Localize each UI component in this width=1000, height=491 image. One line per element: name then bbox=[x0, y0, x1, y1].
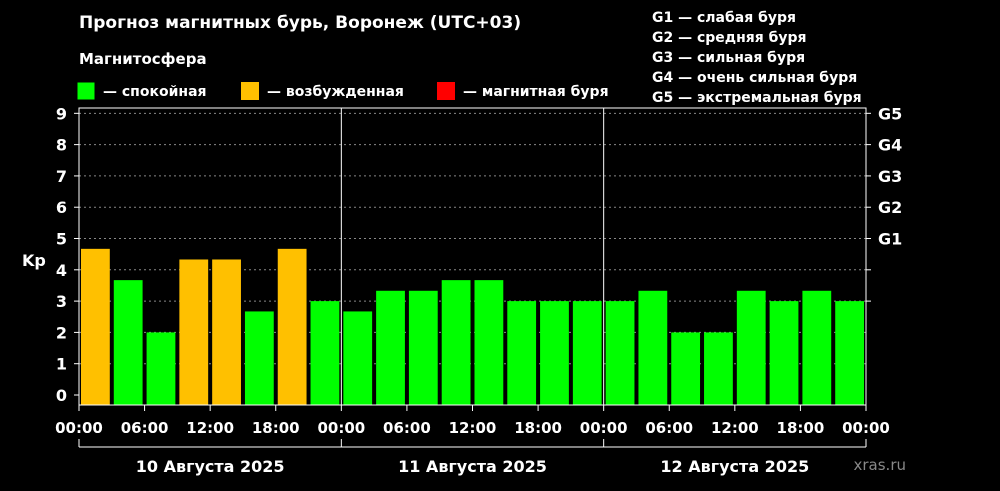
legend-storm-swatch bbox=[437, 82, 455, 100]
legend-excited-swatch bbox=[241, 82, 259, 100]
right-tick-label: G5 bbox=[878, 104, 902, 123]
x-tick-label: 06:00 bbox=[645, 419, 693, 437]
legend-storm-label: — магнитная буря bbox=[463, 84, 609, 100]
kp-bar bbox=[605, 301, 635, 405]
day-dividers bbox=[340, 108, 605, 405]
bars bbox=[81, 248, 864, 405]
day-label: 12 Августа 2025 bbox=[660, 457, 809, 476]
x-tick-label: 00:00 bbox=[55, 419, 103, 437]
legend-excited-label: — возбужденная bbox=[267, 84, 404, 100]
x-axis-ticks: 00:00 06:00 12:00 18:00 00:00 06:00 12:00 18:00… bbox=[55, 405, 890, 437]
kp-bar bbox=[704, 332, 733, 405]
day-label: 11 Августа 2025 bbox=[398, 457, 547, 476]
y-tick-label: 1 bbox=[56, 355, 67, 374]
right-tick-label: G2 bbox=[878, 198, 902, 217]
kp-bar bbox=[310, 301, 340, 405]
x-tick-label: 12:00 bbox=[186, 419, 234, 437]
storm-scale-legend: G1 — слабая буря G2 — средняя буря G3 — … bbox=[652, 10, 862, 106]
kp-bar bbox=[277, 248, 307, 405]
grid-lines bbox=[79, 112, 866, 365]
y-axis-label: Kp bbox=[22, 251, 46, 270]
x-tick-label: 06:00 bbox=[121, 419, 169, 437]
x-tick-label: 12:00 bbox=[711, 419, 759, 437]
storm-legend-g1: G1 — слабая буря bbox=[652, 10, 796, 26]
storm-legend-g3: G3 — сильная буря bbox=[652, 50, 805, 66]
y-tick-label: 3 bbox=[56, 292, 67, 311]
kp-bar bbox=[343, 311, 373, 405]
kp-bar bbox=[507, 301, 537, 405]
y-tick-label: 9 bbox=[56, 104, 67, 123]
chart-title: Прогноз магнитных бурь, Воронеж (UTC+03) bbox=[79, 13, 521, 33]
x-tick-label: 00:00 bbox=[317, 419, 365, 437]
legend-excited: — возбужденная bbox=[241, 82, 404, 100]
right-tick-label: G1 bbox=[878, 230, 902, 249]
x-tick-label: 18:00 bbox=[514, 419, 562, 437]
storm-legend-g2: G2 — средняя буря bbox=[652, 30, 807, 46]
x-tick-label: 18:00 bbox=[252, 419, 300, 437]
kp-bar bbox=[244, 311, 274, 405]
kp-bar bbox=[769, 301, 799, 405]
legend-calm: — спокойная bbox=[76, 81, 207, 101]
kp-bar bbox=[540, 301, 569, 405]
kp-bar bbox=[179, 259, 209, 405]
storm-legend-g5: G5 — экстремальная буря bbox=[652, 90, 862, 106]
x-tick-label: 00:00 bbox=[842, 419, 890, 437]
x-tick-label: 12:00 bbox=[449, 419, 497, 437]
kp-bar bbox=[638, 290, 668, 405]
kp-bar bbox=[441, 280, 471, 405]
legend-title: Магнитосфера bbox=[79, 50, 207, 68]
legend-calm-swatch bbox=[76, 81, 96, 101]
right-axis-ticks: G1 G2 G3 G4 G5 bbox=[866, 104, 902, 302]
kp-bar bbox=[212, 259, 241, 405]
y-tick-label: 4 bbox=[56, 261, 67, 280]
kp-bar bbox=[802, 290, 832, 405]
day-label: 10 Августа 2025 bbox=[136, 457, 285, 476]
kp-bar bbox=[474, 280, 504, 405]
legend-calm-label: — спокойная bbox=[103, 84, 207, 100]
y-tick-label: 7 bbox=[56, 167, 67, 186]
kp-bar bbox=[81, 248, 110, 405]
kp-bar bbox=[146, 332, 176, 405]
x-tick-label: 18:00 bbox=[777, 419, 825, 437]
y-axis-ticks: 0 1 2 3 4 5 6 7 8 9 bbox=[56, 104, 79, 405]
y-tick-label: 5 bbox=[56, 230, 67, 249]
kp-bar bbox=[736, 290, 766, 405]
kp-bar bbox=[835, 301, 864, 405]
y-tick-label: 8 bbox=[56, 136, 67, 155]
kp-bar bbox=[408, 290, 438, 405]
x-tick-label: 06:00 bbox=[383, 419, 431, 437]
kp-bar bbox=[671, 332, 701, 405]
y-tick-label: 2 bbox=[56, 323, 67, 342]
right-tick-label: G3 bbox=[878, 167, 902, 186]
y-tick-label: 6 bbox=[56, 198, 67, 217]
day-labels: 10 Августа 2025 11 Августа 2025 12 Августа… bbox=[78, 439, 867, 476]
kp-bar bbox=[376, 290, 405, 405]
legend-storm: — магнитная буря bbox=[437, 82, 609, 100]
kp-bar bbox=[572, 301, 602, 405]
x-tick-label: 00:00 bbox=[580, 419, 628, 437]
kp-bar bbox=[113, 280, 143, 405]
storm-legend-g4: G4 — очень сильная буря bbox=[652, 70, 857, 86]
y-tick-label: 0 bbox=[56, 386, 67, 405]
watermark: xras.ru bbox=[854, 456, 907, 474]
right-tick-label: G4 bbox=[878, 136, 902, 155]
